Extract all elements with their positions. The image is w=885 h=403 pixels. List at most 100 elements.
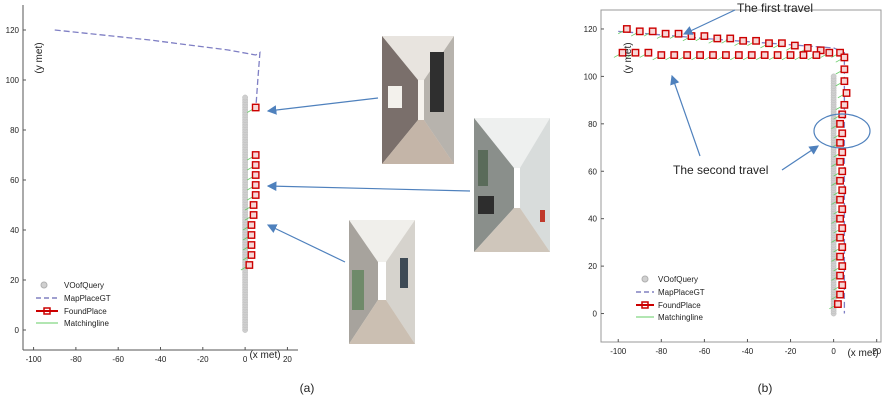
panel-a-found-place-marker: [245, 261, 254, 269]
panel-b-found-place-marker: [825, 48, 834, 57]
corridor-photo-1: [382, 36, 454, 164]
panel-b-y-tick-label: 120: [584, 25, 598, 34]
panel-b-found-place-marker: [618, 48, 627, 57]
panel-a-y-tick-label: 40: [10, 226, 19, 235]
panel-b-x-tick-label: -80: [656, 347, 668, 356]
panel-b-found-place-marker: [765, 39, 773, 48]
panel-b-found-place-marker: [773, 51, 782, 59]
panel-b-found-place-marker: [838, 205, 847, 214]
panel-b-found-place-marker: [836, 290, 844, 299]
panel-a-caption: (a): [300, 381, 315, 395]
panel-a-y-tick-label: 60: [10, 176, 19, 185]
panel-a-found-place-marker: [251, 181, 260, 189]
panel-a-x-tick-label: -20: [197, 355, 209, 364]
panel-b-found-place-marker: [836, 252, 844, 261]
corridor-photo-2: [474, 118, 550, 252]
panel-a-y-tick-label: 0: [15, 326, 20, 335]
panel-b-x-tick-label: -40: [742, 347, 754, 356]
panel-a-found-place-marker: [247, 241, 256, 249]
panel-b-legend-found: FoundPlace: [658, 301, 701, 310]
panel-b-found-place-marker: [790, 41, 799, 50]
panel-a-found-place-marker: [251, 171, 260, 179]
panel-a-legend-map: MapPlaceGT: [64, 294, 111, 303]
panel-b-found-place-marker: [836, 271, 844, 280]
panel-b-found-place-marker: [840, 65, 849, 74]
panel-b-found-place-marker: [722, 51, 730, 59]
arrow-second-travel-left: [670, 74, 701, 157]
arrow-photo-2: [266, 181, 471, 192]
arrow-second-travel-right: [781, 145, 819, 171]
panel-b-found-place-marker: [734, 51, 743, 59]
panel-b-legend-match: Matchingline: [658, 313, 703, 322]
panel-b-found-place-marker: [657, 51, 666, 59]
panel-b-legend-vo: VOofQuery: [658, 275, 698, 284]
panel-b-y-tick-label: 80: [588, 120, 597, 129]
panel-b-found-place-marker: [674, 29, 683, 38]
panel-b-found-place-marker: [799, 51, 808, 59]
panel-b-found-place-marker: [836, 157, 844, 166]
panel-b-found-place-marker: [840, 77, 849, 86]
panel-a-legend-vo: VOofQuery: [64, 281, 104, 290]
panel-b-found-place-marker: [840, 100, 849, 109]
panel-a-y-axis-label: (y met): [34, 42, 45, 73]
panel-b-found-place-marker: [687, 32, 696, 40]
panel-b-found-place-marker: [778, 39, 786, 48]
panel-b-found-place-marker: [842, 89, 851, 97]
panel-b-found-place-marker: [838, 186, 847, 195]
panel-a-x-tick-label: 20: [283, 355, 292, 364]
panel-a-legend: VOofQuery MapPlaceGT FoundPlace Matching…: [36, 281, 111, 328]
arrow-photo-3: [266, 224, 346, 263]
panel-b-x-tick-label: 20: [872, 347, 881, 356]
panel-b-found-place-marker: [713, 34, 722, 43]
panel-b-found-place-marker: [803, 44, 812, 52]
panel-b-found-place-marker: [836, 48, 844, 57]
panel-b-found-place-marker: [635, 27, 644, 36]
panel-a-found-place-marker: [247, 231, 256, 239]
panel-a-y-tick-label: 80: [10, 126, 19, 135]
legend-found-marker: [43, 307, 51, 315]
panel-b: -100 -80 -60 -40 -20 0 20 0 20 40 60 80 100 120 (y m…: [584, 1, 882, 395]
legend-vo-marker: [40, 281, 48, 289]
panel-a-found-place-marker: [251, 161, 260, 169]
panel-b-found-place-marker: [836, 138, 844, 147]
annotation-second-travel: The second travel: [673, 163, 768, 177]
panel-b-y-tick-label: 100: [584, 72, 598, 81]
panel-b-found-place-marker: [838, 281, 847, 289]
panel-a-found-place-marker: [247, 251, 256, 259]
panel-b-legend: VOofQuery MapPlaceGT FoundPlace Matching…: [636, 275, 705, 322]
panel-b-found-place-marker: [760, 51, 769, 59]
panel-a-y-tick-label: 100: [6, 76, 20, 85]
panel-a-x-tick-label: 0: [243, 355, 248, 364]
panel-a-plot-area: [54, 29, 261, 333]
panel-b-found-place-marker: [838, 262, 847, 271]
legend-b-found-marker: [641, 301, 649, 309]
panel-a-found-place-marker: [251, 103, 260, 112]
panel-b-found-place-marker: [661, 29, 670, 38]
panel-b-found-place-marker: [840, 53, 849, 62]
panel-b-found-place-marker: [836, 119, 844, 128]
panel-a-found-place-marker: [249, 201, 258, 209]
panel-b-found-place-marker: [726, 34, 735, 43]
panel-a-y-tick-label: 120: [6, 26, 20, 35]
panel-a-x-tick-label: -100: [26, 355, 43, 364]
panel-a-found-place-marker: [249, 211, 258, 219]
panel-b-found-place-marker: [648, 27, 657, 36]
panel-b-found-place-marker: [838, 129, 847, 138]
panel-b-found-place-marker: [739, 36, 748, 45]
panel-b-found-place-marker: [838, 167, 847, 176]
panel-b-legend-map: MapPlaceGT: [658, 288, 705, 297]
panel-b-y-ticks: 0 20 40 60 80 100 120: [584, 25, 604, 319]
panel-b-found-place-marker: [700, 32, 709, 40]
panel-a-found-place-marker: [251, 151, 260, 159]
panel-b-found-place-marker: [834, 300, 842, 308]
panel-b-found-place-marker: [838, 148, 847, 157]
highlight-ellipse: [813, 113, 871, 149]
panel-b-x-tick-label: -60: [699, 347, 711, 356]
panel-b-y-tick-label: 0: [593, 310, 598, 319]
panel-b-found-place-marker: [631, 48, 640, 57]
panel-a-found-place-marker: [247, 221, 256, 229]
panel-b-found-place-marker: [816, 46, 825, 55]
panel-a-vo-point: [242, 94, 248, 101]
panel-b-found-place-marker: [644, 48, 653, 57]
